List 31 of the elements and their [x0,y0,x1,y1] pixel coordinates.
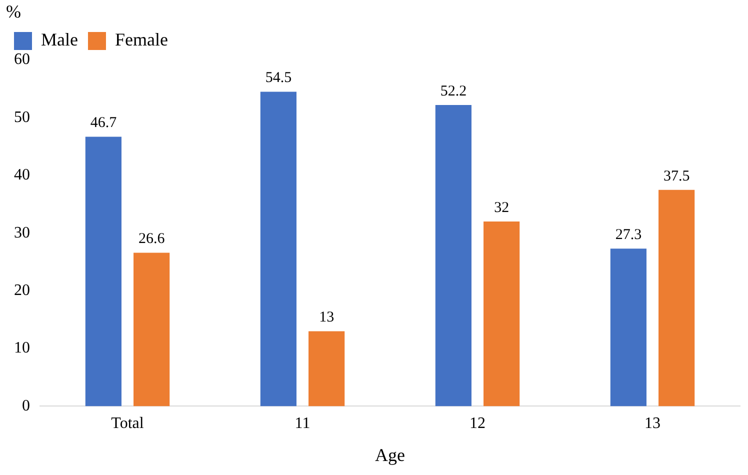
bar [134,252,170,406]
bar [484,222,520,406]
bar [435,105,472,406]
y-tick-label: 30 [14,224,30,242]
y-tick-label: 50 [14,108,30,126]
legend-label: Female [114,30,168,50]
data-label: 26.6 [138,231,166,248]
bar [658,190,695,406]
data-label: 52.2 [440,83,467,100]
x-tick-label: 13 [644,415,660,432]
data-label: 54.5 [265,70,292,86]
bar [260,92,296,406]
bar [85,136,122,406]
y-tick-label: 60 [14,51,30,68]
bar [308,331,345,406]
data-label: 37.5 [663,168,690,184]
legend-label: Male [41,30,78,50]
x-tick-label: 12 [470,415,486,432]
y-tick-label: 0 [22,397,30,414]
bar [610,248,646,406]
y-tick-label: 20 [14,282,30,300]
data-label: 46.7 [90,115,118,132]
x-tick-label: Total [111,415,144,432]
y-axis-title: % [6,2,21,22]
y-tick-label: 40 [14,166,30,184]
data-label: 13 [319,310,334,326]
x-axis-title: Age [375,444,405,465]
data-label: 32 [494,200,510,216]
y-tick-label: 10 [14,340,30,357]
data-label: 27.3 [615,227,642,244]
x-tick-label: 11 [294,415,310,432]
